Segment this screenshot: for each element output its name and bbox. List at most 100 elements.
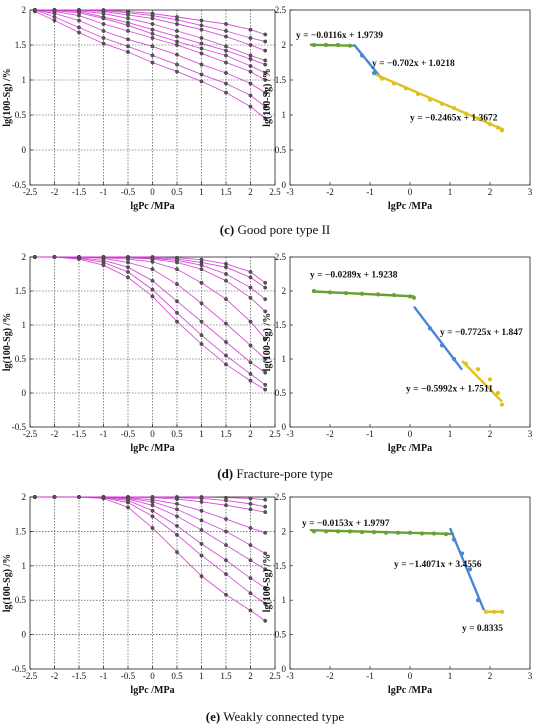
data-point [77,25,81,30]
x-tick-label: -2 [51,671,59,681]
y-tick-label: 1 [22,320,27,330]
y-tick-label: 2.5 [275,5,287,15]
data-point [248,104,253,109]
data-point [248,558,253,563]
x-tick-label: -1 [366,429,374,439]
data-point [263,382,268,387]
series-line-9 [34,496,266,589]
x-tick-label: -0.5 [121,671,136,681]
data-point [126,10,130,15]
y-axis-label: lg(100-Sg) /% [2,68,13,127]
data-point [199,23,204,28]
data-point [451,356,457,362]
data-point [248,319,253,324]
y-tick-label: 0 [282,422,287,432]
data-point [150,53,155,58]
data-point [383,530,389,535]
x-tick-label: 1 [448,671,453,681]
data-point [248,360,253,365]
fit-equation-2: y = −0.7725x + 1.847 [440,328,523,338]
data-point [101,41,106,46]
data-point [175,501,179,506]
data-point [248,285,253,290]
data-point [199,257,204,262]
data-point [359,291,365,296]
y-tick-label: 2 [22,492,27,502]
x-axis-label: lgPc /MPa [130,201,174,212]
data-point [175,69,179,74]
caption-c: (c) Good pore type II [219,222,331,237]
y-axis-label: lg(100-Sg) /% [2,313,13,372]
y-tick-label: 2 [22,252,27,262]
data-point [33,8,37,12]
data-point [248,81,253,86]
x-tick-label: 3 [528,671,533,681]
y-tick-label: 0 [22,145,27,155]
data-point [263,39,268,44]
y-tick-label: 0 [22,630,27,640]
data-point [199,267,204,272]
data-point [52,255,57,259]
data-point [126,44,130,49]
data-point [150,13,155,18]
data-point [199,36,204,40]
data-point [175,267,179,272]
data-point [347,529,353,534]
chart-d-right: -3 -2 -1 0 1 2 3 0 0.5 1 1.5 2 2.5 lgPc /MPa lg(100-Sg… [262,252,533,454]
x-tick-label: -1.5 [72,187,87,197]
data-point [248,378,253,383]
y-axis-label: lg(100-Sg) /% [262,68,273,127]
data-point [199,508,204,513]
x-axis-label: lgPc /MPa [130,685,174,696]
data-point [371,70,377,76]
x-tick-label: -1.5 [72,429,87,439]
data-point [248,343,253,348]
data-point [150,514,155,519]
data-point [52,495,57,499]
fit-line-1 [309,528,455,536]
data-point [199,263,204,268]
data-point [224,529,228,534]
data-point [248,608,253,613]
data-point [224,278,228,283]
data-point [395,530,401,535]
data-point [101,263,106,268]
y-tick-label: 2 [22,5,27,15]
data-point [263,297,268,302]
data-point [248,69,253,74]
data-point [199,18,204,23]
fit-equation-2: y = −0.702x + 1.0218 [372,59,455,69]
data-point [199,342,204,346]
y-tick-label: 1 [282,110,287,120]
data-point [199,41,204,46]
data-point [150,267,155,272]
data-point [263,510,268,515]
data-point [248,64,253,68]
y-tick-label: -0.5 [12,422,27,432]
data-point [248,93,253,98]
y-tick-label: 2.5 [275,492,287,502]
data-point [415,91,421,97]
data-point [224,44,228,49]
x-tick-label: 3 [528,187,533,197]
data-point [101,255,106,259]
data-point [175,495,179,500]
x-tick-label: -1 [100,187,108,197]
y-axis-label: lg(100-Sg) /% [262,313,273,372]
data-point [263,71,268,75]
x-tick-label: -2 [51,187,59,197]
data-point [199,333,204,338]
data-point [150,256,155,261]
data-point [199,72,204,77]
data-point [126,275,130,280]
x-tick-label: -2.5 [23,429,38,439]
data-point [101,16,106,21]
data-point [499,609,505,614]
data-point [101,29,106,33]
data-point [224,572,228,576]
data-point [263,370,268,375]
data-point [451,537,457,542]
data-point [248,275,253,280]
fit-equation-2: y = −1.4071x + 3.4556 [394,560,482,570]
data-point [263,48,268,53]
